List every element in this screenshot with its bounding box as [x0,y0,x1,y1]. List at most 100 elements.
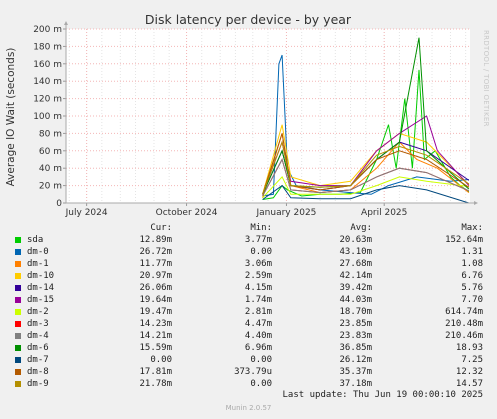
legend-series-name: dm-2 [27,307,49,317]
legend-cur: 0.00 [150,355,172,365]
legend-max: 210.46m [445,331,483,341]
legend-avg: 44.03m [339,295,372,305]
legend-series-name: dm-4 [27,331,49,341]
legend-series-name: dm-1 [27,259,49,269]
y-tick-label: 160 m [33,60,62,70]
legend-col-cur: Cur: [150,223,172,233]
legend-row-dm-1: dm-1 11.77m 3.06m 27.68m 1.08 [0,258,497,270]
legend-series-name: dm-10 [27,271,55,281]
legend-series-name: dm-0 [27,247,49,257]
x-tick-label: July 2024 [65,208,108,218]
legend-cur: 19.64m [139,295,172,305]
legend-col-max: Max: [461,223,483,233]
legend-min: 2.59m [244,271,272,281]
y-tick-label: 140 m [33,77,62,87]
legend-row-dm-10: dm-10 20.97m 2.59m 42.14m 6.76 [0,270,497,282]
grid [66,28,470,203]
axes [63,21,478,206]
legend-min: 3.06m [244,259,272,269]
y-tick-label: 120 m [33,95,62,105]
y-axis-arrow [64,21,68,25]
legend-max: 14.57 [455,379,483,389]
legend-avg: 23.83m [339,331,372,341]
series-line-dm-9 [262,140,470,195]
legend-max: 7.25 [461,355,483,365]
legend-cur: 17.81m [139,367,172,377]
munin-version: Munin 2.0.57 [225,404,272,412]
legend-series-name: dm-8 [27,367,49,377]
legend-cur: 20.97m [139,271,172,281]
legend-max: 6.76 [461,271,483,281]
x-tick-label: October 2024 [156,208,218,218]
y-tick-label: 180 m [33,42,62,52]
y-tick-label: 20 m [39,182,62,192]
legend-avg: 42.14m [339,271,372,281]
legend-swatch [15,249,21,255]
legend-series-name: dm-6 [27,343,49,353]
legend-max: 614.74m [445,307,483,317]
legend-swatch [15,309,21,315]
x-tick-label: January 2025 [256,208,317,218]
legend-min: 0.00 [250,355,272,365]
legend-swatch [15,273,21,279]
legend-swatch [15,333,21,339]
y-tick-label: 200 m [33,25,62,35]
legend-min: 6.96m [244,343,272,353]
legend-max: 152.64m [445,235,483,245]
series-line-dm-10 [262,124,470,195]
legend-max: 1.31 [461,247,483,257]
legend-min: 0.00 [250,379,272,389]
legend-row-dm-9: dm-9 21.78m 0.00 37.18m 14.57 [0,378,497,390]
legend-avg: 36.85m [339,343,372,353]
legend-cur: 12.89m [139,235,172,245]
legend-avg: 26.12m [339,355,372,365]
legend-header: Cur: Min: Avg: Max: [0,222,497,234]
legend-series-name: dm-7 [27,355,49,365]
legend-avg: 39.42m [339,283,372,293]
legend-series-name: dm-3 [27,319,49,329]
rrdtool-credit: RRDTOOL / TOBI OETIKER [482,30,490,127]
y-tick-label: 60 m [39,147,62,157]
legend-row-dm-7: dm-7 0.00 0.00 26.12m 7.25 [0,354,497,366]
legend-cur: 19.47m [139,307,172,317]
legend-max: 5.76 [461,283,483,293]
legend-series-name: dm-14 [27,283,55,293]
legend-swatch [15,345,21,351]
y-tick-labels: 0 20 m 40 m 60 m 80 m 100 m 120 m 140 m 160 m 180… [33,25,62,209]
legend-swatch [15,285,21,291]
legend-swatch [15,321,21,327]
legend-col-min: Min: [250,223,272,233]
series-line-dm-7 [262,184,470,204]
y-axis-label: Average IO Wait (seconds) [5,48,17,187]
legend-cur: 26.06m [139,283,172,293]
series-group [262,37,470,204]
legend-table: Cur: Min: Avg: Max: sda 12.89m 3.77m 20.63m 152… [0,222,497,390]
y-tick-label: 80 m [39,129,62,139]
chart-title: Disk latency per device - by year [145,12,352,27]
legend-row-dm-3: dm-3 14.23m 4.47m 23.85m 210.48m [0,318,497,330]
legend-cur: 14.21m [139,331,172,341]
x-tick-labels: July 2024 October 2024 January 2025 April 2… [65,208,408,218]
legend-avg: 27.68m [339,259,372,269]
legend-row-dm-2: dm-2 19.47m 2.81m 18.70m 614.74m [0,306,497,318]
legend-max: 1.08 [461,259,483,269]
legend-row-dm-14: dm-14 26.06m 4.15m 39.42m 5.76 [0,282,497,294]
legend-row-dm-15: dm-15 19.64m 1.74m 44.03m 7.70 [0,294,497,306]
legend-row-dm-4: dm-4 14.21m 4.40m 23.83m 210.46m [0,330,497,342]
legend-row-dm-6: dm-6 15.59m 6.96m 36.85m 18.93 [0,342,497,354]
x-tick-label: April 2025 [361,208,407,218]
series-line-dm-2 [262,176,469,199]
y-tick-label: 0 [56,199,62,209]
latency-chart: Disk latency per device - by year Averag… [5,12,490,218]
legend-avg: 18.70m [339,307,372,317]
legend-cur: 26.72m [139,247,172,257]
legend-series-name: sda [27,235,44,245]
legend-min: 0.00 [250,247,272,257]
legend-cur: 11.77m [139,259,172,269]
x-axis-arrow [474,201,478,205]
series-line-dm-4 [262,158,470,197]
legend-swatch [15,237,21,243]
legend-avg: 37.18m [339,379,372,389]
legend-avg: 35.37m [339,367,372,377]
legend-row-dm-8: dm-8 17.81m 373.79u 35.37m 12.32 [0,366,497,378]
